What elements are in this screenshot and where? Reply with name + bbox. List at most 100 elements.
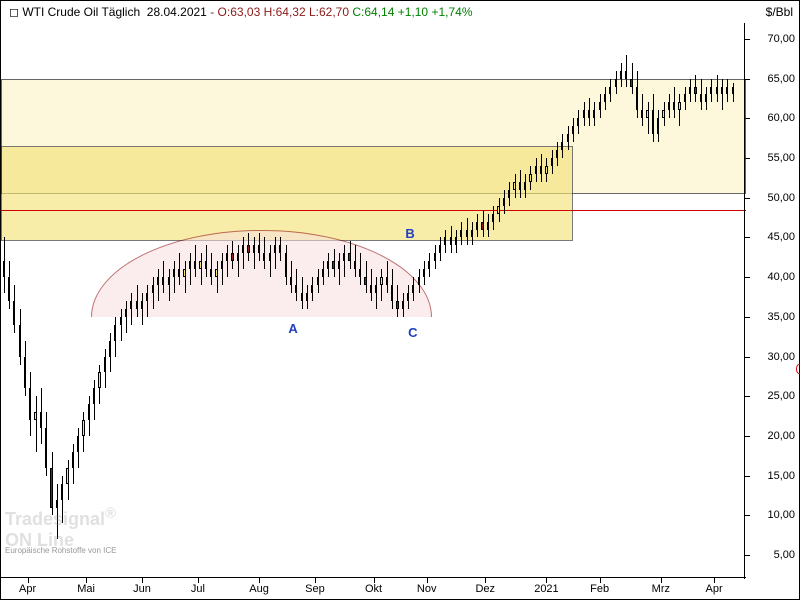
ytick-mark (745, 357, 750, 358)
candle-body (497, 206, 499, 214)
candle-body (551, 158, 553, 166)
xtick-label: Jul (191, 583, 205, 595)
candle-body (168, 277, 170, 285)
candle-body (678, 102, 680, 110)
candle-body (561, 142, 563, 150)
candle-body (396, 301, 398, 309)
ytick-label: 50,00 (767, 192, 795, 204)
candle-body (487, 222, 489, 230)
candle-wick (126, 301, 127, 333)
open-label: O: (218, 5, 231, 19)
candle-body (242, 245, 244, 253)
candle-wick (36, 396, 37, 452)
candle-body (136, 301, 138, 309)
horizontal-line (1, 210, 746, 211)
candle-body (93, 388, 95, 404)
candle-body (253, 245, 255, 253)
candle-body (519, 182, 521, 190)
candle-body (604, 94, 606, 102)
candle-body (630, 79, 632, 87)
candle-wick (185, 261, 186, 293)
header-prefix: ◻ (9, 5, 19, 19)
candle-body (673, 102, 675, 110)
candle-body (721, 87, 723, 95)
ytick-mark (745, 39, 750, 40)
close-block: C:64,14 +1,10 +1,74% (352, 5, 472, 19)
candle-wick (238, 245, 239, 277)
candle-body (529, 174, 531, 182)
candle-body (428, 261, 430, 269)
high-label: H: (264, 5, 276, 19)
candle-body (19, 325, 21, 357)
candle-wick (648, 102, 649, 134)
candle-body (359, 269, 361, 277)
candle-body (439, 245, 441, 253)
candle-body (189, 261, 191, 269)
xtick-label: Jun (133, 583, 151, 595)
candle-body (183, 269, 185, 277)
xtick-mark (600, 578, 601, 583)
chart-container: ◻ WTI Crude Oil Täglich 28.04.2021 - O:6… (0, 0, 800, 600)
candle-body (481, 222, 483, 230)
candle-body (354, 261, 356, 269)
candle-body (343, 253, 345, 261)
candle-body (513, 182, 515, 190)
candle-body (178, 269, 180, 277)
candle-body (535, 166, 537, 174)
candle-body (274, 245, 276, 253)
candle-body (173, 269, 175, 277)
candle-wick (679, 94, 680, 126)
ytick-label: 35,00 (767, 311, 795, 323)
candle-body (492, 214, 494, 222)
candle-body (221, 261, 223, 269)
candle-wick (381, 269, 382, 301)
candle-body (450, 237, 452, 245)
wave-label: B (405, 226, 414, 241)
candle-body (152, 285, 154, 293)
candle-body (327, 261, 329, 269)
watermark-top: Tradesignal (5, 509, 105, 529)
ytick-label: 60,00 (767, 112, 795, 124)
candle-body (668, 102, 670, 110)
xtick-label: Okt (365, 583, 382, 595)
plot-area[interactable]: ABC Tradesignal® ON Line Europäische Roh… (1, 23, 746, 579)
candle-body (98, 372, 100, 388)
ytick-mark (745, 555, 750, 556)
candle-body (545, 166, 547, 174)
ytick-label: 25,00 (767, 390, 795, 402)
xtick-label: Aug (249, 583, 269, 595)
candle-body (157, 277, 159, 285)
candle-body (13, 301, 15, 325)
xtick-mark (427, 578, 428, 583)
candle-body (8, 277, 10, 301)
candle-body (226, 253, 228, 261)
candle-body (567, 134, 569, 142)
xtick-mark (714, 578, 715, 583)
candle-body (620, 71, 622, 79)
xtick-label: 2021 (534, 583, 558, 595)
candle-body (694, 87, 696, 95)
ytick-label: 70,00 (767, 33, 795, 45)
candle-body (662, 110, 664, 118)
low-value: 62,70 (319, 5, 349, 19)
ytick-mark (745, 158, 750, 159)
candle-body (700, 94, 702, 102)
ytick-label: 40,00 (767, 271, 795, 283)
ytick-label: 65,00 (767, 73, 795, 85)
candle-body (652, 110, 654, 134)
y-axis: 5,0010,0015,0020,0025,0030,0035,0040,004… (744, 23, 799, 579)
xtick-mark (546, 578, 547, 583)
candle-body (82, 420, 84, 436)
candle-body (269, 253, 271, 261)
ytick-mark (745, 277, 750, 278)
xtick-mark (315, 578, 316, 583)
chart-date: 28.04.2021 (147, 5, 207, 19)
candle-body (40, 412, 42, 428)
candle-body (348, 253, 350, 261)
candle-wick (344, 245, 345, 277)
candle-body (641, 110, 643, 118)
xtick-mark (661, 578, 662, 583)
candle-body (141, 301, 143, 309)
candle-wick (147, 285, 148, 317)
low-label: L: (309, 5, 319, 19)
